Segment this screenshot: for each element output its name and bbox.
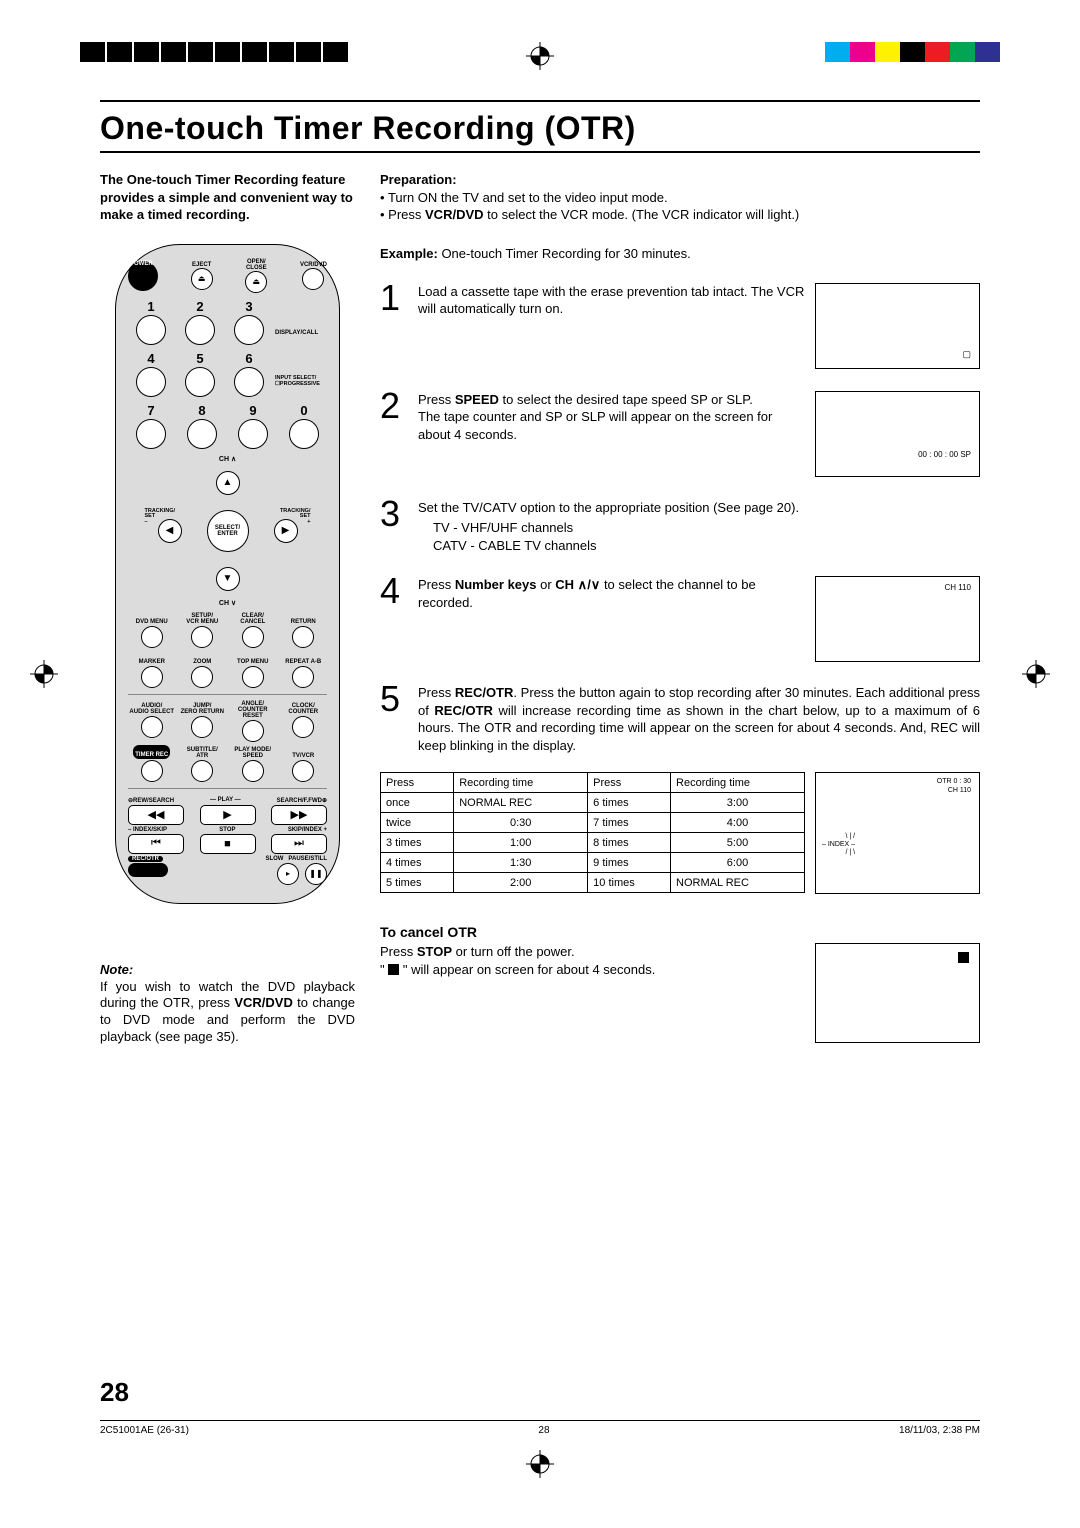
- setup-button: [191, 626, 213, 648]
- audio-button: [141, 716, 163, 738]
- tvvcr-button: [292, 760, 314, 782]
- prep-item-1: Turn ON the TV and set to the video inpu…: [380, 189, 980, 207]
- screen-4: CH 110: [815, 576, 980, 662]
- note-body: If you wish to watch the DVD playback du…: [100, 979, 355, 1045]
- page-title: One-touch Timer Recording (OTR): [100, 110, 980, 147]
- repeat-button: [292, 666, 314, 688]
- step-3-num: 3: [380, 499, 408, 530]
- dvd-menu-button: [141, 626, 163, 648]
- num-5: [185, 367, 215, 397]
- crosshair-left: [30, 660, 58, 693]
- step-1-body: Load a cassette tape with the erase prev…: [418, 283, 805, 318]
- num-7: [136, 419, 166, 449]
- dpad: TRACKING/SET– TRACKING/SET+ ▲ ▼ ◀ ▶ SELE…: [153, 471, 303, 591]
- angle-button: [242, 720, 264, 742]
- step-2-num: 2: [380, 391, 408, 422]
- screen-1: ▢: [815, 283, 980, 369]
- footer-right: 18/11/03, 2:38 PM: [899, 1425, 980, 1436]
- speed-button: [242, 760, 264, 782]
- crosshair-bottom: [526, 1450, 554, 1483]
- step-4-body: Press Number keys or CH ∧/∨ to select th…: [418, 576, 805, 611]
- topmenu-button: [242, 666, 264, 688]
- footer-center: 28: [189, 1425, 899, 1436]
- clear-button: [242, 626, 264, 648]
- footer: 2C51001AE (26-31) 28 18/11/03, 2:38 PM: [100, 1420, 980, 1436]
- zoom-button: [191, 666, 213, 688]
- num-4: [136, 367, 166, 397]
- note-heading: Note:: [100, 962, 133, 977]
- num-8: [187, 419, 217, 449]
- recording-time-table: PressRecording timePressRecording time o…: [380, 772, 805, 893]
- remote-control: EJECT⏏ OPEN/CLOSE⏏ VCR/DVD POWER 1 2 3 D…: [115, 244, 340, 904]
- screen-otr: OTR 0 : 30 CH 110 \ | /– INDEX – / | \: [815, 772, 980, 894]
- step-5-body: Press REC/OTR. Press the button again to…: [418, 684, 980, 754]
- cancel-body: Press STOP or turn off the power." " wil…: [380, 943, 795, 978]
- num-9: [238, 419, 268, 449]
- step-3-body: Set the TV/CATV option to the appropriat…: [418, 499, 980, 555]
- cancel-heading: To cancel OTR: [380, 924, 980, 940]
- prep-item-2: Press VCR/DVD to select the VCR mode. (T…: [380, 206, 980, 224]
- step-2-body: Press SPEED to select the desired tape s…: [418, 391, 805, 444]
- return-button: [292, 626, 314, 648]
- step-4-num: 4: [380, 576, 408, 607]
- marker-button: [141, 666, 163, 688]
- rec-otr-button: [128, 863, 168, 877]
- subtitle-button: [191, 760, 213, 782]
- screen-2: 00 : 00 : 00 SP: [815, 391, 980, 477]
- step-5-num: 5: [380, 684, 408, 715]
- num-0: [289, 419, 319, 449]
- crosshair-top: [526, 42, 554, 75]
- transport-controls: ⊖REW/SEARCH— PLAY —SEARCH/F.FWD⊕ ◀◀▶▶▶ –…: [128, 797, 327, 885]
- footer-left: 2C51001AE (26-31): [100, 1425, 189, 1436]
- prep-heading: Preparation:: [380, 172, 457, 187]
- step-1-num: 1: [380, 283, 408, 314]
- color-swatches: [825, 42, 1000, 62]
- eject-button: ⏏: [191, 268, 213, 290]
- timer-rec-button: [141, 760, 163, 782]
- intro-text: The One-touch Timer Recording feature pr…: [100, 171, 355, 224]
- clock-button: [292, 716, 314, 738]
- vcr-dvd-button: [302, 268, 324, 290]
- num-3: [234, 315, 264, 345]
- page-number: 28: [100, 1377, 129, 1408]
- crosshair-right: [1022, 660, 1050, 693]
- screen-cancel: [815, 943, 980, 1043]
- reg-black-bars: [80, 42, 348, 62]
- num-2: [185, 315, 215, 345]
- example-line: Example: One-touch Timer Recording for 3…: [380, 246, 980, 261]
- num-6: [234, 367, 264, 397]
- registration-marks-top: [0, 42, 1080, 72]
- num-1: [136, 315, 166, 345]
- jump-button: [191, 716, 213, 738]
- open-close-button: ⏏: [245, 271, 267, 293]
